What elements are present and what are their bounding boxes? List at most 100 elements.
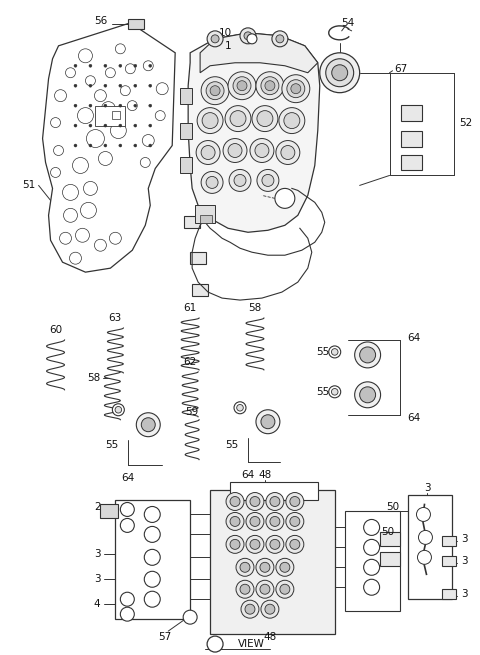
Text: 55: 55: [105, 440, 119, 450]
Circle shape: [106, 67, 115, 78]
Circle shape: [226, 535, 244, 553]
Circle shape: [149, 144, 152, 147]
Circle shape: [183, 610, 197, 624]
Circle shape: [60, 233, 72, 244]
Circle shape: [134, 64, 137, 67]
Circle shape: [261, 77, 279, 95]
Circle shape: [256, 410, 280, 434]
Circle shape: [244, 32, 252, 40]
Circle shape: [134, 104, 137, 107]
Circle shape: [119, 144, 122, 147]
Circle shape: [144, 61, 153, 71]
Circle shape: [252, 105, 278, 132]
Circle shape: [230, 111, 246, 126]
Text: 50: 50: [382, 527, 395, 537]
Circle shape: [210, 86, 220, 96]
Circle shape: [360, 347, 376, 363]
Bar: [345, 512, 399, 611]
Bar: [180, 157, 192, 174]
Text: 3: 3: [461, 534, 468, 544]
Circle shape: [240, 563, 250, 572]
Circle shape: [291, 84, 301, 94]
Text: 60: 60: [49, 325, 62, 335]
Bar: [180, 88, 192, 103]
Text: 50: 50: [386, 502, 399, 512]
Circle shape: [364, 519, 380, 535]
Circle shape: [98, 151, 112, 166]
Circle shape: [240, 584, 250, 594]
Circle shape: [418, 550, 432, 565]
Circle shape: [201, 145, 215, 159]
Circle shape: [284, 113, 300, 128]
Circle shape: [120, 502, 134, 516]
Circle shape: [290, 539, 300, 550]
Circle shape: [247, 34, 257, 44]
Circle shape: [201, 172, 223, 193]
Circle shape: [276, 558, 294, 576]
Circle shape: [260, 563, 270, 572]
Circle shape: [144, 591, 160, 607]
Circle shape: [101, 102, 115, 116]
Circle shape: [104, 104, 107, 107]
Circle shape: [78, 49, 93, 63]
Circle shape: [74, 124, 77, 127]
Circle shape: [226, 512, 244, 531]
Circle shape: [234, 402, 246, 414]
Text: 55: 55: [316, 387, 330, 397]
Text: 64: 64: [408, 333, 421, 343]
Circle shape: [144, 550, 160, 565]
Bar: [443, 536, 456, 546]
Text: 63: 63: [109, 313, 122, 323]
Bar: [230, 481, 318, 500]
Circle shape: [265, 604, 275, 614]
Circle shape: [74, 104, 77, 107]
Circle shape: [266, 512, 284, 531]
Circle shape: [226, 493, 244, 510]
Bar: [400, 105, 422, 121]
Circle shape: [120, 607, 134, 621]
Bar: [408, 495, 452, 599]
Circle shape: [85, 76, 96, 86]
Text: 61: 61: [183, 303, 197, 313]
Bar: [210, 489, 335, 634]
Polygon shape: [188, 33, 320, 233]
Circle shape: [290, 516, 300, 527]
Circle shape: [290, 496, 300, 506]
Circle shape: [149, 84, 152, 87]
Text: VIEW: VIEW: [238, 639, 265, 649]
Circle shape: [233, 77, 251, 95]
Text: 3: 3: [461, 590, 468, 599]
Circle shape: [245, 604, 255, 614]
Circle shape: [329, 386, 341, 398]
Circle shape: [286, 535, 304, 553]
Circle shape: [119, 104, 122, 107]
Text: 55: 55: [225, 440, 238, 450]
Circle shape: [360, 387, 376, 403]
Circle shape: [250, 516, 260, 527]
Circle shape: [225, 105, 251, 132]
Circle shape: [115, 44, 125, 54]
Circle shape: [270, 539, 280, 550]
Text: 62: 62: [183, 357, 197, 367]
Circle shape: [149, 124, 152, 127]
Circle shape: [265, 81, 275, 90]
Circle shape: [257, 111, 273, 126]
Circle shape: [417, 508, 431, 521]
Circle shape: [119, 64, 122, 67]
Circle shape: [142, 134, 154, 147]
Circle shape: [112, 403, 124, 416]
Circle shape: [202, 113, 218, 128]
Circle shape: [95, 90, 107, 102]
Bar: [192, 284, 208, 296]
Bar: [400, 155, 422, 170]
Circle shape: [229, 170, 251, 191]
Circle shape: [63, 208, 77, 222]
Circle shape: [206, 176, 218, 189]
Text: 10: 10: [219, 28, 232, 38]
Circle shape: [156, 83, 168, 95]
Circle shape: [246, 493, 264, 510]
Circle shape: [104, 84, 107, 87]
Circle shape: [211, 35, 219, 43]
Circle shape: [75, 229, 89, 242]
Circle shape: [89, 64, 92, 67]
